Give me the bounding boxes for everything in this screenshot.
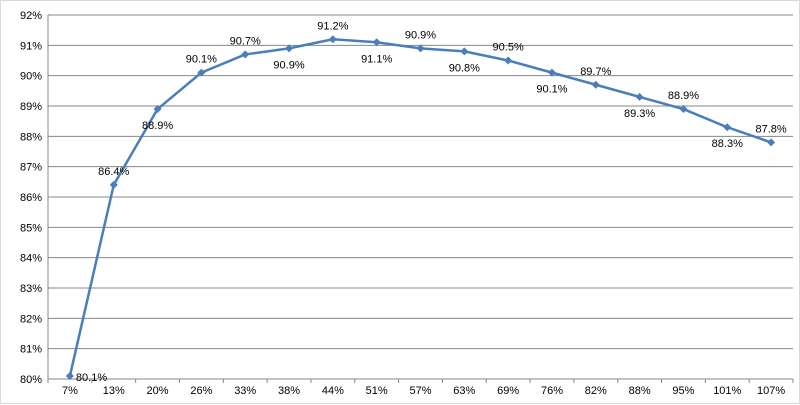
data-label: 91.2% <box>317 20 348 32</box>
data-label: 89.7% <box>580 66 611 78</box>
x-tick-label: 63% <box>453 385 475 397</box>
y-tick-label: 87% <box>20 162 42 174</box>
data-point-marker <box>591 80 600 89</box>
data-label: 88.3% <box>712 138 743 150</box>
data-point-marker <box>109 180 118 189</box>
x-tick-label: 76% <box>541 385 563 397</box>
y-tick-label: 82% <box>20 313 42 325</box>
y-tick-label: 84% <box>20 253 42 265</box>
data-label: 90.1% <box>536 84 567 96</box>
data-point-marker <box>504 56 513 65</box>
data-label: 90.9% <box>273 59 304 71</box>
data-point-marker <box>679 105 688 114</box>
x-tick-label: 101% <box>713 385 741 397</box>
data-point-marker <box>153 105 162 114</box>
y-tick-label: 86% <box>20 192 42 204</box>
x-tick-label: 95% <box>672 385 694 397</box>
data-point-marker <box>635 92 644 101</box>
data-label: 88.9% <box>142 120 173 132</box>
data-label: 90.8% <box>449 62 480 74</box>
x-tick-label: 69% <box>497 385 519 397</box>
x-tick-label: 51% <box>366 385 388 397</box>
y-tick-label: 90% <box>20 71 42 83</box>
y-tick-label: 83% <box>20 283 42 295</box>
y-tick-label: 92% <box>20 10 42 22</box>
data-point-marker <box>372 38 381 47</box>
data-label: 90.1% <box>186 54 217 66</box>
x-tick-label: 26% <box>190 385 212 397</box>
data-point-marker <box>767 138 776 147</box>
data-point-marker <box>547 68 556 77</box>
x-tick-label: 33% <box>234 385 256 397</box>
data-label: 87.8% <box>755 123 786 135</box>
x-tick-label: 7% <box>62 385 78 397</box>
x-tick-label: 82% <box>585 385 607 397</box>
x-tick-label: 88% <box>629 385 651 397</box>
y-tick-label: 85% <box>20 222 42 234</box>
data-label: 90.7% <box>230 35 261 47</box>
data-label: 91.1% <box>361 53 392 65</box>
x-tick-label: 57% <box>409 385 431 397</box>
data-point-marker <box>460 47 469 56</box>
x-tick-label: 13% <box>103 385 125 397</box>
y-tick-label: 88% <box>20 131 42 143</box>
data-point-marker <box>723 123 732 132</box>
data-label: 80.1% <box>76 372 107 384</box>
data-label: 88.9% <box>668 90 699 102</box>
x-tick-label: 20% <box>147 385 169 397</box>
data-point-marker <box>285 44 294 53</box>
y-tick-label: 91% <box>20 40 42 52</box>
data-label: 90.9% <box>405 29 436 41</box>
y-tick-label: 80% <box>20 374 42 386</box>
x-tick-label: 38% <box>278 385 300 397</box>
data-point-marker <box>197 68 206 77</box>
data-point-marker <box>416 44 425 53</box>
data-label: 86.4% <box>98 166 129 178</box>
x-tick-label: 44% <box>322 385 344 397</box>
data-point-marker <box>65 371 74 380</box>
x-tick-label: 107% <box>757 385 785 397</box>
data-label: 90.5% <box>493 42 524 54</box>
series-line <box>68 38 772 377</box>
data-point-marker <box>241 50 250 59</box>
data-point-marker <box>328 35 337 44</box>
y-tick-label: 81% <box>20 344 42 356</box>
data-label: 89.3% <box>624 108 655 120</box>
y-tick-label: 89% <box>20 101 42 113</box>
